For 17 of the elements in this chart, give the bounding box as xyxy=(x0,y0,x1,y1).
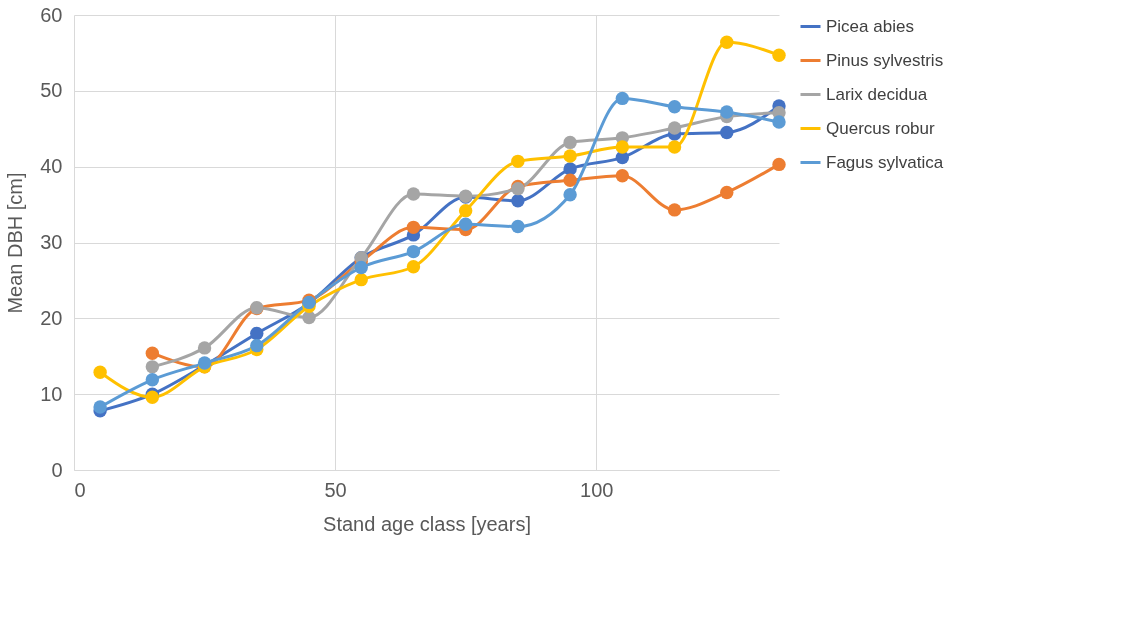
x-axis-title: Stand age class [years] xyxy=(323,512,531,535)
legend-label: Larix decidua xyxy=(826,84,928,104)
x-tick-label: 50 xyxy=(324,478,347,501)
legend-label: Quercus robur xyxy=(826,118,935,138)
y-tick-label: 50 xyxy=(40,79,63,102)
y-tick-label: 40 xyxy=(40,155,63,178)
y-axis-title: Mean DBH [cm] xyxy=(4,172,27,314)
y-tick-label: 10 xyxy=(40,382,63,405)
y-tick-label: 60 xyxy=(40,3,63,26)
y-tick-label: 20 xyxy=(40,306,63,329)
legend-label: Fagus sylvatica xyxy=(826,152,944,172)
x-tick-label: 0 xyxy=(74,478,86,501)
legend-label: Pinus sylvestris xyxy=(826,50,944,70)
legend-label: Picea abies xyxy=(826,16,914,36)
y-tick-label: 30 xyxy=(40,231,63,253)
x-tick-label: 100 xyxy=(580,478,614,501)
y-tick-label: 0 xyxy=(51,458,63,481)
